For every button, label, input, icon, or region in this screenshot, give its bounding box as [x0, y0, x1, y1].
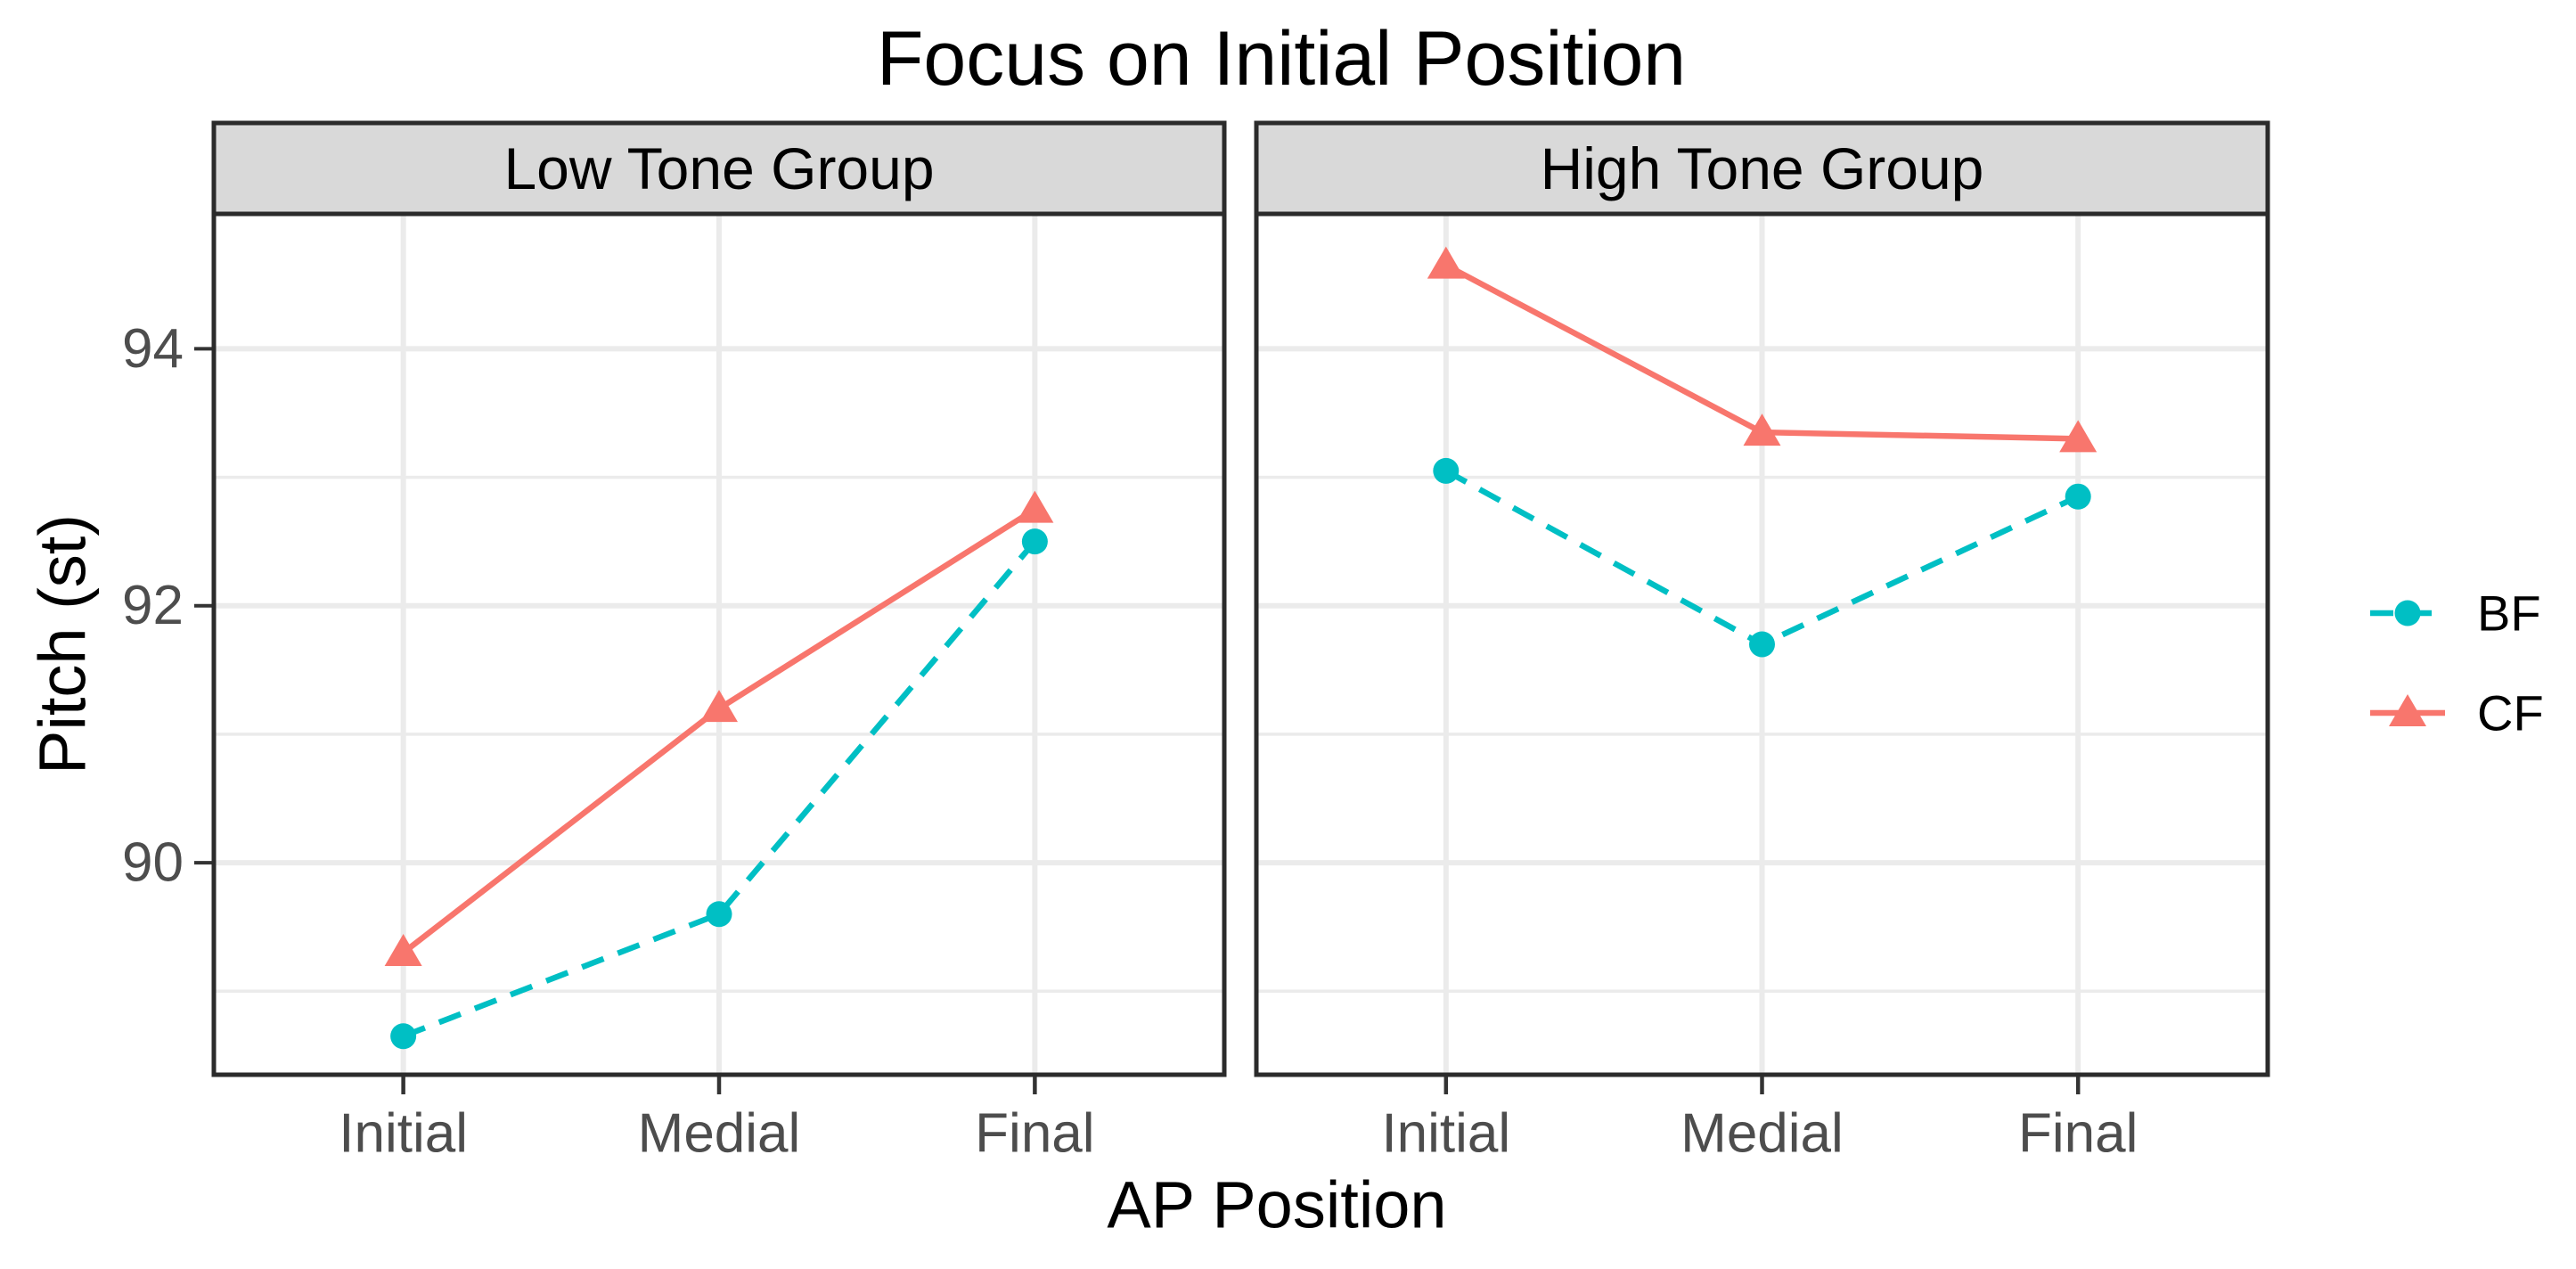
x-tick-label: Medial [1681, 1103, 1844, 1165]
data-point-bf [2065, 483, 2091, 510]
legend-label: BF [2477, 585, 2541, 642]
facet-strip [1254, 120, 2270, 217]
data-point-bf [1749, 631, 1775, 658]
legend-label: CF [2477, 685, 2544, 741]
y-tick-label: 92 [122, 575, 184, 636]
data-point-bf [1021, 528, 1048, 555]
legend-key-marker [2394, 600, 2421, 626]
y-tick-label: 90 [122, 832, 184, 894]
series-line-bf [402, 539, 1037, 1039]
facet-panel-high [1254, 120, 2270, 1094]
facet-strip-label: High Tone Group [1541, 135, 1984, 201]
x-tick-label: Initial [1381, 1103, 1510, 1165]
x-tick-label: Initial [339, 1103, 468, 1165]
y-axis-title: Pitch (st) [26, 514, 100, 774]
data-point-cf [700, 690, 738, 723]
data-point-cf [1743, 413, 1781, 446]
facet-strip-label: Low Tone Group [503, 135, 934, 201]
data-point-cf [2059, 420, 2098, 453]
legend: BF CF [2370, 585, 2544, 741]
data-point-cf [1016, 490, 1054, 523]
data-point-cf [384, 934, 422, 967]
data-point-cf [1427, 246, 1465, 279]
x-tick-label: Final [2018, 1103, 2138, 1165]
facet-strip [211, 120, 1227, 217]
x-tick-label: Medial [638, 1103, 801, 1165]
x-axis-title: AP Position [1107, 1168, 1446, 1242]
y-tick-label: 94 [122, 318, 184, 380]
chart-title: Focus on Initial Position [877, 16, 1686, 102]
facet-panel-low [211, 120, 1227, 1094]
data-point-bf [706, 901, 732, 928]
data-point-bf [1433, 457, 1460, 484]
legend-key-marker [2389, 694, 2426, 726]
legend-entry-bf: BF [2370, 585, 2541, 642]
legend-entry-cf: CF [2370, 685, 2544, 741]
data-point-bf [390, 1023, 417, 1050]
x-tick-label: Final [975, 1103, 1094, 1165]
